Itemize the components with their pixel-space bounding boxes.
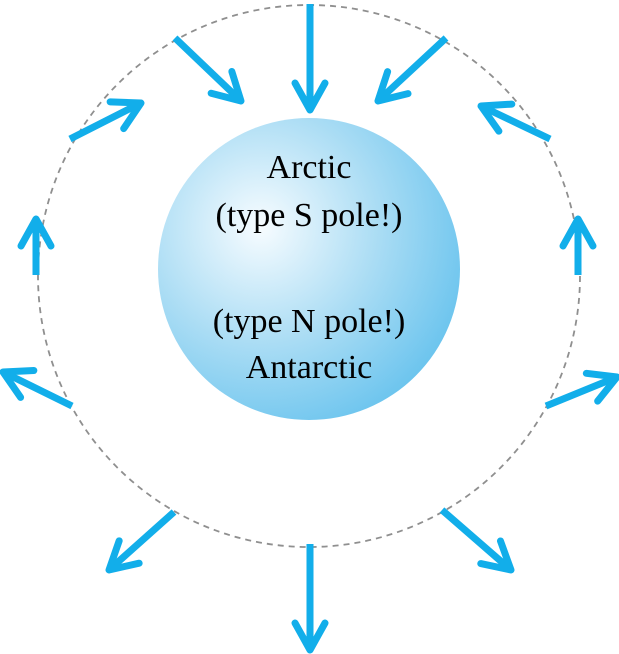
field-arrow-icon xyxy=(106,98,145,133)
field-arrow-icon xyxy=(0,366,38,401)
arrow-top-inward xyxy=(291,4,329,114)
arrow-mid-right-up xyxy=(559,215,597,275)
south-pole-type-label: (type S pole!) xyxy=(216,197,403,234)
arrow-shaft xyxy=(481,103,552,143)
arrow-lower-right-outward xyxy=(544,369,619,410)
field-arrow-icon xyxy=(291,619,329,654)
field-arrow-icon xyxy=(105,537,143,574)
field-arrow-icon xyxy=(582,369,619,405)
field-arrow-icon xyxy=(207,68,245,105)
arrow-shaft xyxy=(439,507,512,572)
arrow-top-right-inward xyxy=(374,35,449,105)
arctic-label: Arctic xyxy=(267,149,352,186)
arrow-shaft xyxy=(3,369,74,410)
north-pole-type-label: (type N pole!) xyxy=(213,303,406,340)
arrow-mid-left-up xyxy=(17,215,55,275)
arrow-lower-left-outward xyxy=(0,366,74,410)
arrow-upper-right-tangent xyxy=(477,100,552,143)
arrow-shaft xyxy=(544,374,617,410)
field-arrow-icon xyxy=(477,100,516,135)
antarctic-label: Antarctic xyxy=(246,349,373,386)
field-arrows xyxy=(0,4,619,654)
arrow-bottom-right-outward xyxy=(439,507,515,574)
field-arrow-icon xyxy=(374,68,412,105)
arrow-bottom-outward xyxy=(291,544,329,654)
arrow-top-left-inward xyxy=(172,35,245,105)
arrow-shaft xyxy=(377,35,449,103)
field-arrow-icon xyxy=(477,537,515,574)
field-arrow-icon xyxy=(17,215,55,250)
field-arrow-icon xyxy=(291,79,329,114)
arrow-shaft xyxy=(172,35,242,103)
earth-sphere-icon xyxy=(158,118,460,420)
arrow-shaft xyxy=(68,100,141,143)
field-arrow-icon xyxy=(559,215,597,250)
arrow-bottom-left-outward xyxy=(105,509,177,574)
arrow-upper-left-tangent xyxy=(68,98,145,143)
arrow-shaft xyxy=(108,509,177,572)
